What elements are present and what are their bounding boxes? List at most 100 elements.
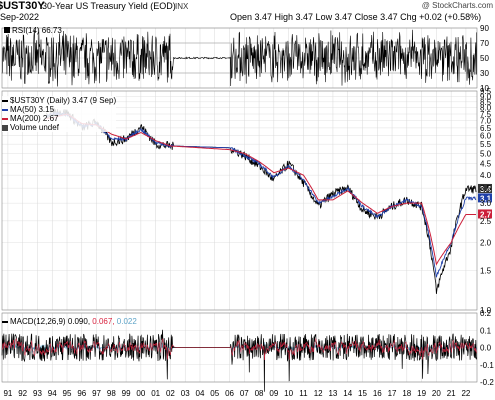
price-tick-label: 7.5 bbox=[480, 110, 492, 119]
x-tick-label: 08 bbox=[255, 389, 264, 398]
ma50-legend-text: MA(50) 3.15 bbox=[10, 105, 55, 114]
x-tick-label: 99 bbox=[122, 389, 131, 398]
x-tick-label: 01 bbox=[151, 389, 160, 398]
price-tick-label: 8.5 bbox=[480, 98, 492, 107]
price-tick-label: 6.0 bbox=[480, 132, 492, 141]
x-tick-label: 95 bbox=[63, 389, 72, 398]
macd-signal-value: 0.067, bbox=[92, 317, 115, 326]
x-tick-label: 91 bbox=[3, 389, 12, 398]
macd-tick-label: 0.2 bbox=[480, 309, 492, 318]
x-tick-label: 92 bbox=[18, 389, 27, 398]
price-line bbox=[45, 107, 477, 294]
price-panel: 3.43.1 2.7 bbox=[45, 107, 492, 294]
ma50-legend: MA(50) 3.15 bbox=[2, 105, 116, 114]
x-tick-label: 20 bbox=[432, 389, 441, 398]
x-tick-label: 03 bbox=[181, 389, 190, 398]
price-tick-label: 3.0 bbox=[480, 199, 492, 208]
x-tick-label: 96 bbox=[77, 389, 86, 398]
price-tick-label: 4.0 bbox=[480, 171, 492, 180]
price-tick-label: 7.0 bbox=[480, 117, 492, 126]
ohlc-readout: Open 3.47 High 3.47 Low 3.47 Close 3.47 … bbox=[230, 12, 482, 22]
x-tick-label: 12 bbox=[314, 389, 323, 398]
price-frame bbox=[1, 90, 478, 311]
ma200-line bbox=[46, 113, 476, 266]
current-value-tag bbox=[478, 183, 492, 193]
ma50-line bbox=[46, 111, 477, 278]
macd-line bbox=[1, 329, 478, 392]
x-tick-label: 14 bbox=[343, 389, 352, 398]
rsi-line bbox=[1, 29, 477, 87]
x-tick-label: 10 bbox=[284, 389, 293, 398]
macd-legend: MACD(12,26,9) 0.090, 0.067, 0.022 bbox=[2, 317, 137, 326]
price-tick-label: 6.5 bbox=[480, 124, 492, 133]
price-tick-label: 5.0 bbox=[480, 149, 492, 158]
macd-tick-label: 0.0 bbox=[480, 344, 492, 353]
price-legend: $UST30Y (Daily) 3.47 (9 Sep) MA(50) 3.15… bbox=[2, 96, 117, 132]
macd-histogram-value: 0.022 bbox=[116, 317, 137, 326]
x-tick-label: 98 bbox=[107, 389, 116, 398]
rsi-panel bbox=[1, 29, 477, 87]
x-tick-label: 18 bbox=[402, 389, 411, 398]
rsi-legend: RSI(14) 66.73 bbox=[4, 26, 62, 35]
date-label: -Sep-2022 bbox=[0, 12, 40, 22]
price-tick-label: 2.5 bbox=[480, 217, 492, 226]
macd-panel bbox=[1, 329, 478, 392]
rsi-tick-label: 10 bbox=[480, 84, 489, 93]
current-value-label: 2.7 bbox=[480, 210, 492, 219]
rsi-tick-label: 70 bbox=[480, 39, 489, 48]
x-tick-label: 06 bbox=[225, 389, 234, 398]
rsi-tick-label: 30 bbox=[480, 69, 489, 78]
x-tick-label: 97 bbox=[92, 389, 101, 398]
x-tick-label: 07 bbox=[240, 389, 249, 398]
price-tick-label: 5.5 bbox=[480, 140, 492, 149]
x-tick-label: 02 bbox=[166, 389, 175, 398]
current-value-label: 3.4 bbox=[480, 185, 492, 194]
symbol-label: $UST30Y bbox=[0, 0, 45, 12]
macd-value: 0.090, bbox=[67, 317, 91, 326]
x-tick-label: 94 bbox=[48, 389, 57, 398]
price-tick-label: 9.0 bbox=[480, 92, 492, 101]
rsi-legend-text: RSI(14) 66.73 bbox=[12, 26, 62, 35]
ma200-legend-text: MA(200) 2.67 bbox=[10, 114, 59, 123]
macd-legend-label: MACD(12,26,9) bbox=[10, 317, 66, 326]
price-tick-label: 1.5 bbox=[480, 267, 492, 276]
x-tick-label: 11 bbox=[299, 389, 308, 398]
x-tick-label: 19 bbox=[417, 389, 426, 398]
x-tick-label: 13 bbox=[328, 389, 337, 398]
brand-watermark: @ StockCharts.com bbox=[421, 1, 493, 10]
ma200-legend: MA(200) 2.67 bbox=[2, 114, 116, 123]
x-tick-label: 00 bbox=[136, 389, 145, 398]
axis-labels: 91 92 93 94 95 96 97 98 99 00 01 02 03 04 05 06 07 08 09 10… bbox=[3, 24, 494, 398]
x-tick-label: 16 bbox=[373, 389, 382, 398]
x-tick-label: 09 bbox=[269, 389, 278, 398]
x-tick-label: 22 bbox=[461, 389, 470, 398]
macd-tick-label: -0.2 bbox=[480, 378, 494, 387]
x-tick-label: 04 bbox=[196, 389, 205, 398]
x-tick-label: 21 bbox=[447, 389, 456, 398]
price-tick-label: 2.0 bbox=[480, 239, 492, 248]
rsi-tick-label: 90 bbox=[480, 24, 489, 33]
current-value-tag bbox=[478, 209, 492, 219]
chart-header: $UST30Y 30-Year US Treasury Yield (EOD) … bbox=[0, 0, 495, 26]
price-tick-label: 3.5 bbox=[480, 184, 492, 193]
rsi-tick-label: 50 bbox=[480, 54, 489, 63]
x-tick-label: 05 bbox=[210, 389, 219, 398]
price-legend-text: $UST30Y (Daily) 3.47 (9 Sep) bbox=[10, 96, 117, 105]
rsi-frame bbox=[1, 27, 478, 89]
instrument-name: 30-Year US Treasury Yield (EOD) bbox=[42, 1, 176, 11]
x-tick-label: 17 bbox=[388, 389, 397, 398]
macd-tick-label: -0.1 bbox=[480, 361, 494, 370]
exchange-label: INX bbox=[175, 2, 189, 11]
price-tick-label: 9.5 bbox=[480, 87, 492, 96]
price-tick-label: 8.0 bbox=[480, 104, 492, 113]
volume-legend: Volume undef bbox=[2, 123, 116, 132]
grid-lines bbox=[2, 27, 477, 383]
panel-frames bbox=[1, 27, 478, 383]
volume-legend-text: Volume undef bbox=[10, 123, 59, 132]
x-tick-label: 93 bbox=[33, 389, 42, 398]
x-tick-label: 15 bbox=[358, 389, 367, 398]
macd-signal-line bbox=[1, 338, 477, 361]
macd-tick-label: 0.1 bbox=[480, 326, 492, 335]
current-value-tag bbox=[478, 193, 492, 203]
